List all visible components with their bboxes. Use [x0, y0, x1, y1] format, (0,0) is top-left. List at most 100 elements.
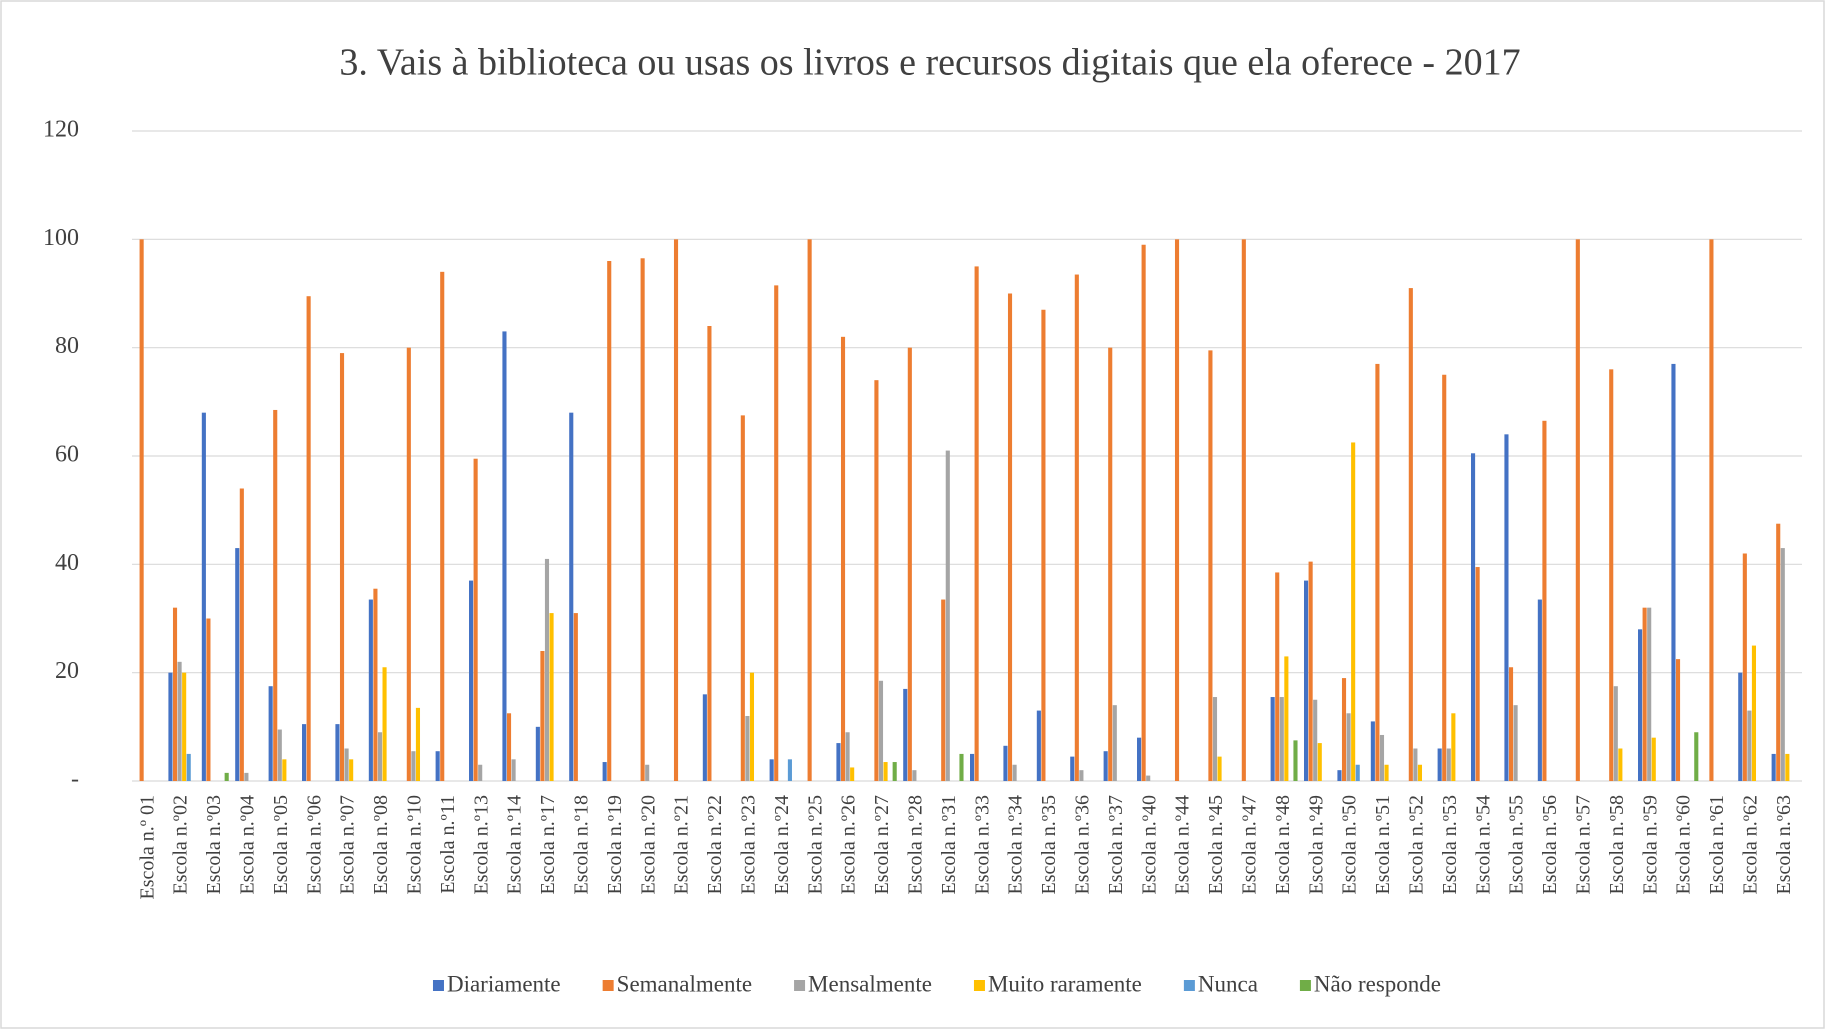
bar	[1141, 244, 1146, 781]
bar	[903, 688, 908, 781]
y-tick-label: 60	[55, 442, 79, 468]
x-tick-label: Escola n.º63	[1773, 795, 1795, 895]
bar	[1070, 756, 1075, 781]
y-tick-label: 120	[43, 117, 79, 143]
bar	[941, 599, 946, 781]
bar	[244, 772, 249, 781]
bar	[1651, 737, 1656, 781]
bar	[1671, 363, 1676, 781]
y-tick-label: 20	[55, 658, 79, 684]
bar	[1437, 748, 1442, 781]
bar	[182, 672, 187, 781]
bar	[1747, 710, 1752, 781]
bar	[506, 713, 512, 781]
bar	[974, 266, 979, 782]
x-tick-label: Escola n.º44	[1172, 795, 1194, 895]
bar	[959, 753, 964, 781]
bar	[878, 680, 884, 781]
bar	[469, 580, 474, 781]
bar	[1709, 239, 1714, 782]
bar	[349, 759, 354, 781]
bar	[1317, 743, 1322, 781]
bar	[707, 326, 712, 781]
legend-label: Diariamente	[447, 971, 561, 996]
x-tick-label: Escola n.º31	[938, 795, 960, 895]
bar	[1508, 667, 1514, 781]
x-tick-label: Escola n.º60	[1673, 795, 1695, 895]
bar	[1112, 705, 1117, 781]
bar	[302, 724, 307, 781]
bar	[1012, 764, 1017, 781]
bar	[774, 285, 779, 781]
bar	[1308, 561, 1313, 781]
bar	[1613, 686, 1618, 781]
x-tick-label: Escola n.º25	[804, 795, 826, 895]
x-tick-label: Escola n.º53	[1439, 795, 1461, 895]
y-tick-label: 100	[43, 225, 79, 251]
x-tick-label: Escola n.º37	[1105, 795, 1127, 895]
bar	[377, 732, 383, 781]
x-tick-label: Escola n.º06	[303, 795, 325, 895]
x-tick-label: Escola n.º54	[1472, 795, 1494, 895]
x-tick-label: Escola n.º45	[1205, 795, 1227, 895]
bar	[473, 458, 478, 781]
bar	[549, 613, 554, 781]
bar	[1351, 442, 1356, 781]
bar	[277, 729, 282, 781]
bar	[544, 558, 550, 781]
bar	[1451, 713, 1456, 781]
legend-swatch	[794, 980, 806, 991]
x-tick-label: Escola n.º19	[604, 795, 626, 895]
x-tick-label: Escola n.º52	[1405, 795, 1427, 895]
bar	[769, 759, 774, 781]
bar	[186, 753, 191, 781]
bar	[1337, 770, 1342, 781]
y-tick-label: 40	[55, 550, 79, 576]
bar	[1471, 453, 1476, 781]
bar	[1041, 309, 1046, 781]
bar	[411, 751, 416, 781]
bar	[1270, 697, 1275, 781]
x-tick-label: Escola n.º34	[1005, 795, 1027, 895]
x-tick-label: Escola n.º08	[370, 795, 392, 895]
x-tick-label: Escola n.º11	[437, 795, 459, 894]
bar	[1137, 737, 1142, 781]
bar	[373, 588, 378, 781]
bar	[306, 296, 311, 781]
x-tick-label: Escola n.º28	[904, 795, 926, 895]
legend-label: Mensalmente	[808, 971, 932, 996]
bar	[749, 672, 755, 781]
legend-swatch	[432, 980, 444, 991]
bar	[168, 672, 173, 781]
bar	[1003, 745, 1008, 781]
bar	[1771, 753, 1776, 781]
bar	[1675, 659, 1681, 781]
bar	[874, 380, 879, 781]
bar	[912, 770, 917, 781]
bar	[177, 661, 182, 781]
bar	[1174, 239, 1180, 782]
bar	[1103, 751, 1108, 781]
bar	[235, 548, 240, 781]
bar	[1007, 293, 1013, 781]
bar	[1036, 710, 1041, 781]
bar	[273, 409, 278, 781]
bar	[511, 759, 516, 781]
x-tick-label: Escola n.º59	[1639, 795, 1661, 895]
bar	[335, 724, 340, 781]
bar	[282, 759, 287, 781]
bar	[1785, 753, 1790, 781]
bar	[224, 772, 229, 781]
y-tick-label: -	[71, 767, 79, 793]
legend-swatch	[973, 980, 985, 991]
bar	[740, 415, 745, 781]
bar	[1074, 274, 1079, 781]
bar	[1384, 764, 1389, 781]
bar	[1751, 645, 1757, 781]
bar	[201, 412, 206, 781]
bar	[1537, 599, 1542, 781]
bar	[440, 271, 445, 781]
bar	[1275, 572, 1280, 781]
bar	[573, 613, 578, 781]
